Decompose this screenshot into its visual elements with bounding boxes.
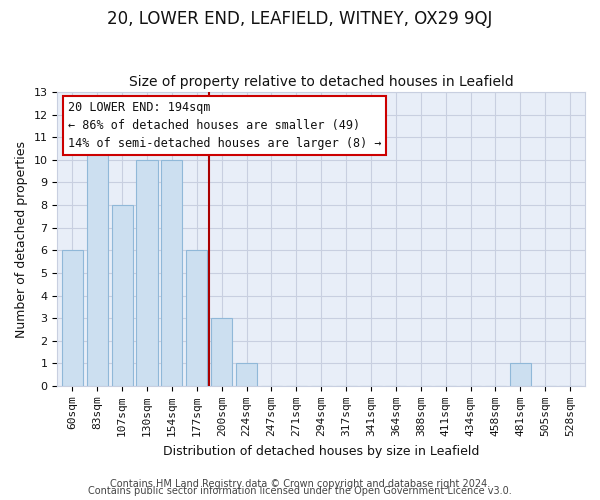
Bar <box>112 205 133 386</box>
X-axis label: Distribution of detached houses by size in Leafield: Distribution of detached houses by size … <box>163 444 479 458</box>
Text: Contains HM Land Registry data © Crown copyright and database right 2024.: Contains HM Land Registry data © Crown c… <box>110 479 490 489</box>
Title: Size of property relative to detached houses in Leafield: Size of property relative to detached ho… <box>129 76 514 90</box>
Bar <box>86 138 108 386</box>
Text: Contains public sector information licensed under the Open Government Licence v3: Contains public sector information licen… <box>88 486 512 496</box>
Y-axis label: Number of detached properties: Number of detached properties <box>15 140 28 338</box>
Text: 20 LOWER END: 194sqm
← 86% of detached houses are smaller (49)
14% of semi-detac: 20 LOWER END: 194sqm ← 86% of detached h… <box>68 101 382 150</box>
Bar <box>62 250 83 386</box>
Bar <box>510 364 531 386</box>
Bar <box>211 318 232 386</box>
Text: 20, LOWER END, LEAFIELD, WITNEY, OX29 9QJ: 20, LOWER END, LEAFIELD, WITNEY, OX29 9Q… <box>107 10 493 28</box>
Bar <box>161 160 182 386</box>
Bar <box>186 250 208 386</box>
Bar <box>136 160 158 386</box>
Bar <box>236 364 257 386</box>
